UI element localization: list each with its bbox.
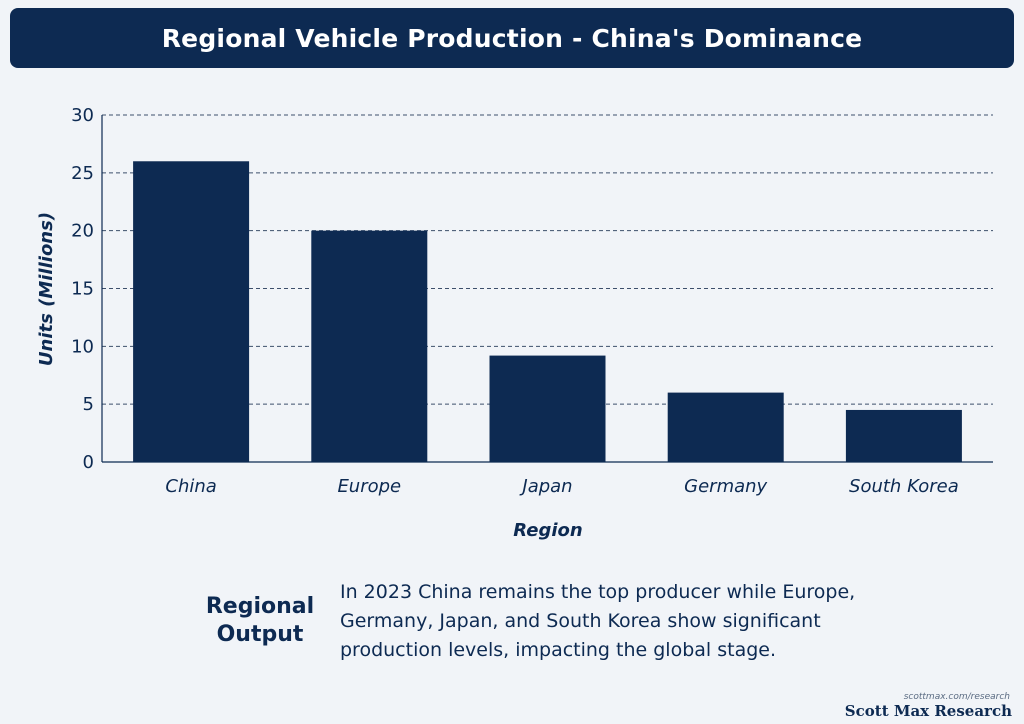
x-axis-title: Region [513, 520, 582, 541]
bar-south-korea [845, 409, 962, 462]
bar-chart: 0 5 10 15 20 25 30 China Europe Japan Germany South… [36, 105, 993, 541]
x-tick-label: Germany [684, 476, 767, 497]
x-tick-label: Japan [519, 476, 572, 497]
bar-europe [311, 230, 428, 462]
chart-title: Regional Vehicle Production - China's Do… [161, 23, 863, 53]
y-tick-label: 10 [71, 336, 94, 357]
y-tick-label: 0 [83, 452, 94, 473]
summary-heading: Regional Output [205, 594, 315, 647]
grid-lines [102, 114, 993, 405]
footer-brand-logo: Scott Max Research [844, 702, 1012, 720]
bars [133, 161, 962, 462]
x-tick-label: South Korea [849, 476, 959, 497]
x-tick-label: Europe [337, 476, 401, 497]
bar-china [133, 161, 250, 462]
y-tick-label: 30 [71, 105, 94, 126]
bar-germany [667, 392, 784, 462]
footer-url: scottmax.com/research [903, 692, 1010, 702]
y-axis-title: Units (Millions) [36, 212, 57, 366]
y-tick-label: 25 [71, 163, 94, 184]
bar-japan [489, 355, 606, 462]
y-tick-label: 15 [71, 279, 94, 300]
title-banner: Regional Vehicle Production - China's Do… [10, 8, 1014, 68]
x-tick-label: China [165, 476, 216, 497]
y-tick-label: 5 [83, 394, 94, 415]
summary-text: In 2023 China remains the top producer w… [340, 581, 856, 661]
y-tick-label: 20 [71, 221, 94, 242]
axes: 0 5 10 15 20 25 30 China Europe Japan Germany South… [71, 105, 993, 497]
